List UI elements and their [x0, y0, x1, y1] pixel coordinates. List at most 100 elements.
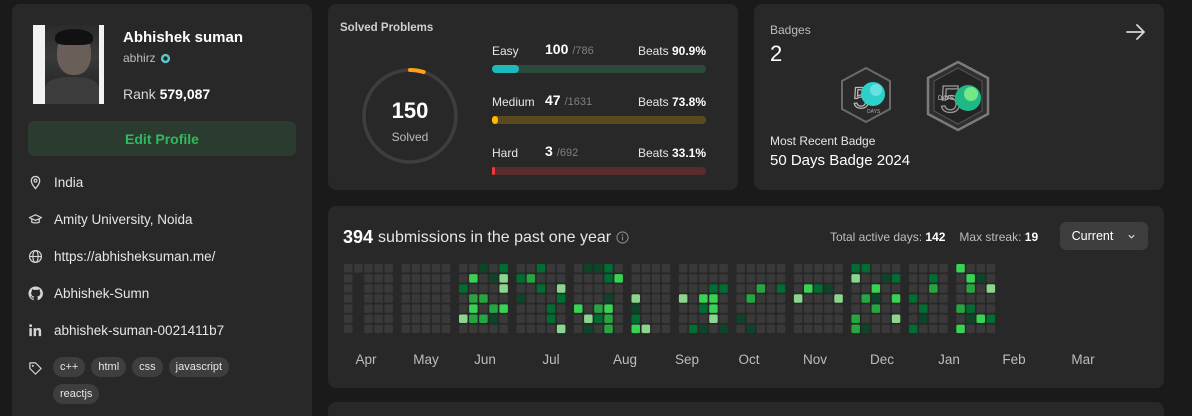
- calendar-day-cell[interactable]: [526, 314, 536, 324]
- calendar-day-cell[interactable]: [919, 294, 928, 303]
- calendar-day-cell[interactable]: [594, 284, 603, 293]
- calendar-day-cell[interactable]: [861, 304, 871, 313]
- calendar-day-cell[interactable]: [891, 264, 901, 273]
- calendar-day-cell[interactable]: [661, 264, 671, 273]
- calendar-day-cell[interactable]: [766, 274, 776, 283]
- calendar-day-cell[interactable]: [851, 324, 860, 334]
- calendar-day-cell[interactable]: [824, 314, 833, 324]
- calendar-day-cell[interactable]: [344, 324, 353, 334]
- calendar-day-cell[interactable]: [678, 294, 688, 303]
- calendar-day-cell[interactable]: [851, 274, 860, 283]
- calendar-day-cell[interactable]: [384, 264, 393, 273]
- calendar-day-cell[interactable]: [776, 294, 786, 303]
- calendar-day-cell[interactable]: [736, 264, 745, 273]
- calendar-day-cell[interactable]: [861, 294, 871, 303]
- calendar-day-cell[interactable]: [736, 314, 745, 324]
- calendar-day-cell[interactable]: [574, 304, 583, 313]
- calendar-day-cell[interactable]: [536, 294, 546, 303]
- calendar-day-cell[interactable]: [766, 284, 776, 293]
- calendar-day-cell[interactable]: [574, 294, 583, 303]
- calendar-day-cell[interactable]: [814, 264, 823, 273]
- calendar-day-cell[interactable]: [631, 264, 641, 273]
- calendar-day-cell[interactable]: [401, 284, 411, 293]
- calendar-day-cell[interactable]: [556, 324, 566, 334]
- calendar-day-cell[interactable]: [709, 274, 718, 283]
- calendar-day-cell[interactable]: [421, 324, 431, 334]
- calendar-day-cell[interactable]: [431, 284, 441, 293]
- calendar-day-cell[interactable]: [976, 324, 986, 334]
- calendar-day-cell[interactable]: [736, 274, 745, 283]
- calendar-day-cell[interactable]: [766, 294, 776, 303]
- calendar-day-cell[interactable]: [614, 274, 623, 283]
- calendar-day-cell[interactable]: [641, 324, 651, 334]
- calendar-day-cell[interactable]: [966, 284, 975, 293]
- calendar-day-cell[interactable]: [594, 274, 603, 283]
- calendar-day-cell[interactable]: [908, 284, 918, 293]
- calendar-day-cell[interactable]: [594, 304, 603, 313]
- calendar-day-cell[interactable]: [459, 304, 468, 313]
- calendar-day-cell[interactable]: [499, 264, 508, 273]
- calendar-day-cell[interactable]: [719, 274, 728, 283]
- calendar-day-cell[interactable]: [719, 294, 728, 303]
- calendar-day-cell[interactable]: [459, 294, 468, 303]
- calendar-day-cell[interactable]: [516, 294, 526, 303]
- calendar-day-cell[interactable]: [709, 324, 718, 334]
- calendar-day-cell[interactable]: [546, 304, 556, 313]
- calendar-day-cell[interactable]: [966, 294, 975, 303]
- calendar-day-cell[interactable]: [871, 304, 881, 313]
- calendar-day-cell[interactable]: [364, 264, 373, 273]
- calendar-day-cell[interactable]: [459, 264, 468, 273]
- calendar-day-cell[interactable]: [479, 324, 488, 334]
- calendar-day-cell[interactable]: [441, 274, 451, 283]
- calendar-day-cell[interactable]: [871, 284, 881, 293]
- calendar-day-cell[interactable]: [986, 324, 996, 334]
- github-link[interactable]: Abhishek-Sumn: [54, 286, 150, 301]
- calendar-day-cell[interactable]: [834, 284, 843, 293]
- calendar-day-cell[interactable]: [851, 314, 860, 324]
- calendar-day-cell[interactable]: [861, 324, 871, 334]
- calendar-day-cell[interactable]: [489, 284, 498, 293]
- calendar-day-cell[interactable]: [574, 324, 583, 334]
- calendar-day-cell[interactable]: [699, 304, 708, 313]
- calendar-day-cell[interactable]: [689, 314, 698, 324]
- calendar-day-cell[interactable]: [804, 324, 813, 334]
- calendar-day-cell[interactable]: [536, 304, 546, 313]
- calendar-day-cell[interactable]: [746, 314, 756, 324]
- calendar-day-cell[interactable]: [364, 274, 373, 283]
- calendar-day-cell[interactable]: [881, 324, 891, 334]
- calendar-day-cell[interactable]: [891, 284, 901, 293]
- calendar-day-cell[interactable]: [584, 284, 593, 293]
- calendar-day-cell[interactable]: [401, 264, 411, 273]
- calendar-day-cell[interactable]: [719, 314, 728, 324]
- calendar-day-cell[interactable]: [814, 304, 823, 313]
- calendar-day-cell[interactable]: [384, 294, 393, 303]
- calendar-day-cell[interactable]: [526, 324, 536, 334]
- calendar-day-cell[interactable]: [384, 284, 393, 293]
- calendar-day-cell[interactable]: [661, 314, 671, 324]
- calendar-day-cell[interactable]: [919, 304, 928, 313]
- calendar-day-cell[interactable]: [344, 314, 353, 324]
- calendar-day-cell[interactable]: [441, 294, 451, 303]
- calendar-day-cell[interactable]: [736, 294, 745, 303]
- calendar-day-cell[interactable]: [908, 324, 918, 334]
- calendar-day-cell[interactable]: [516, 304, 526, 313]
- calendar-day-cell[interactable]: [651, 314, 661, 324]
- calendar-day-cell[interactable]: [364, 314, 373, 324]
- calendar-day-cell[interactable]: [499, 284, 508, 293]
- calendar-day-cell[interactable]: [384, 274, 393, 283]
- linkedin-link[interactable]: abhishek-suman-0021411b7: [54, 323, 225, 338]
- website-row[interactable]: https://abhisheksuman.me/: [28, 249, 215, 264]
- calendar-day-cell[interactable]: [526, 304, 536, 313]
- calendar-day-cell[interactable]: [469, 294, 478, 303]
- calendar-day-cell[interactable]: [516, 274, 526, 283]
- calendar-day-cell[interactable]: [804, 264, 813, 273]
- calendar-day-cell[interactable]: [939, 324, 948, 334]
- calendar-day-cell[interactable]: [584, 274, 593, 283]
- calendar-day-cell[interactable]: [401, 314, 411, 324]
- calendar-day-cell[interactable]: [699, 274, 708, 283]
- calendar-day-cell[interactable]: [824, 264, 833, 273]
- calendar-day-cell[interactable]: [374, 294, 383, 303]
- calendar-day-cell[interactable]: [929, 324, 938, 334]
- calendar-day-cell[interactable]: [861, 284, 871, 293]
- calendar-day-cell[interactable]: [401, 324, 411, 334]
